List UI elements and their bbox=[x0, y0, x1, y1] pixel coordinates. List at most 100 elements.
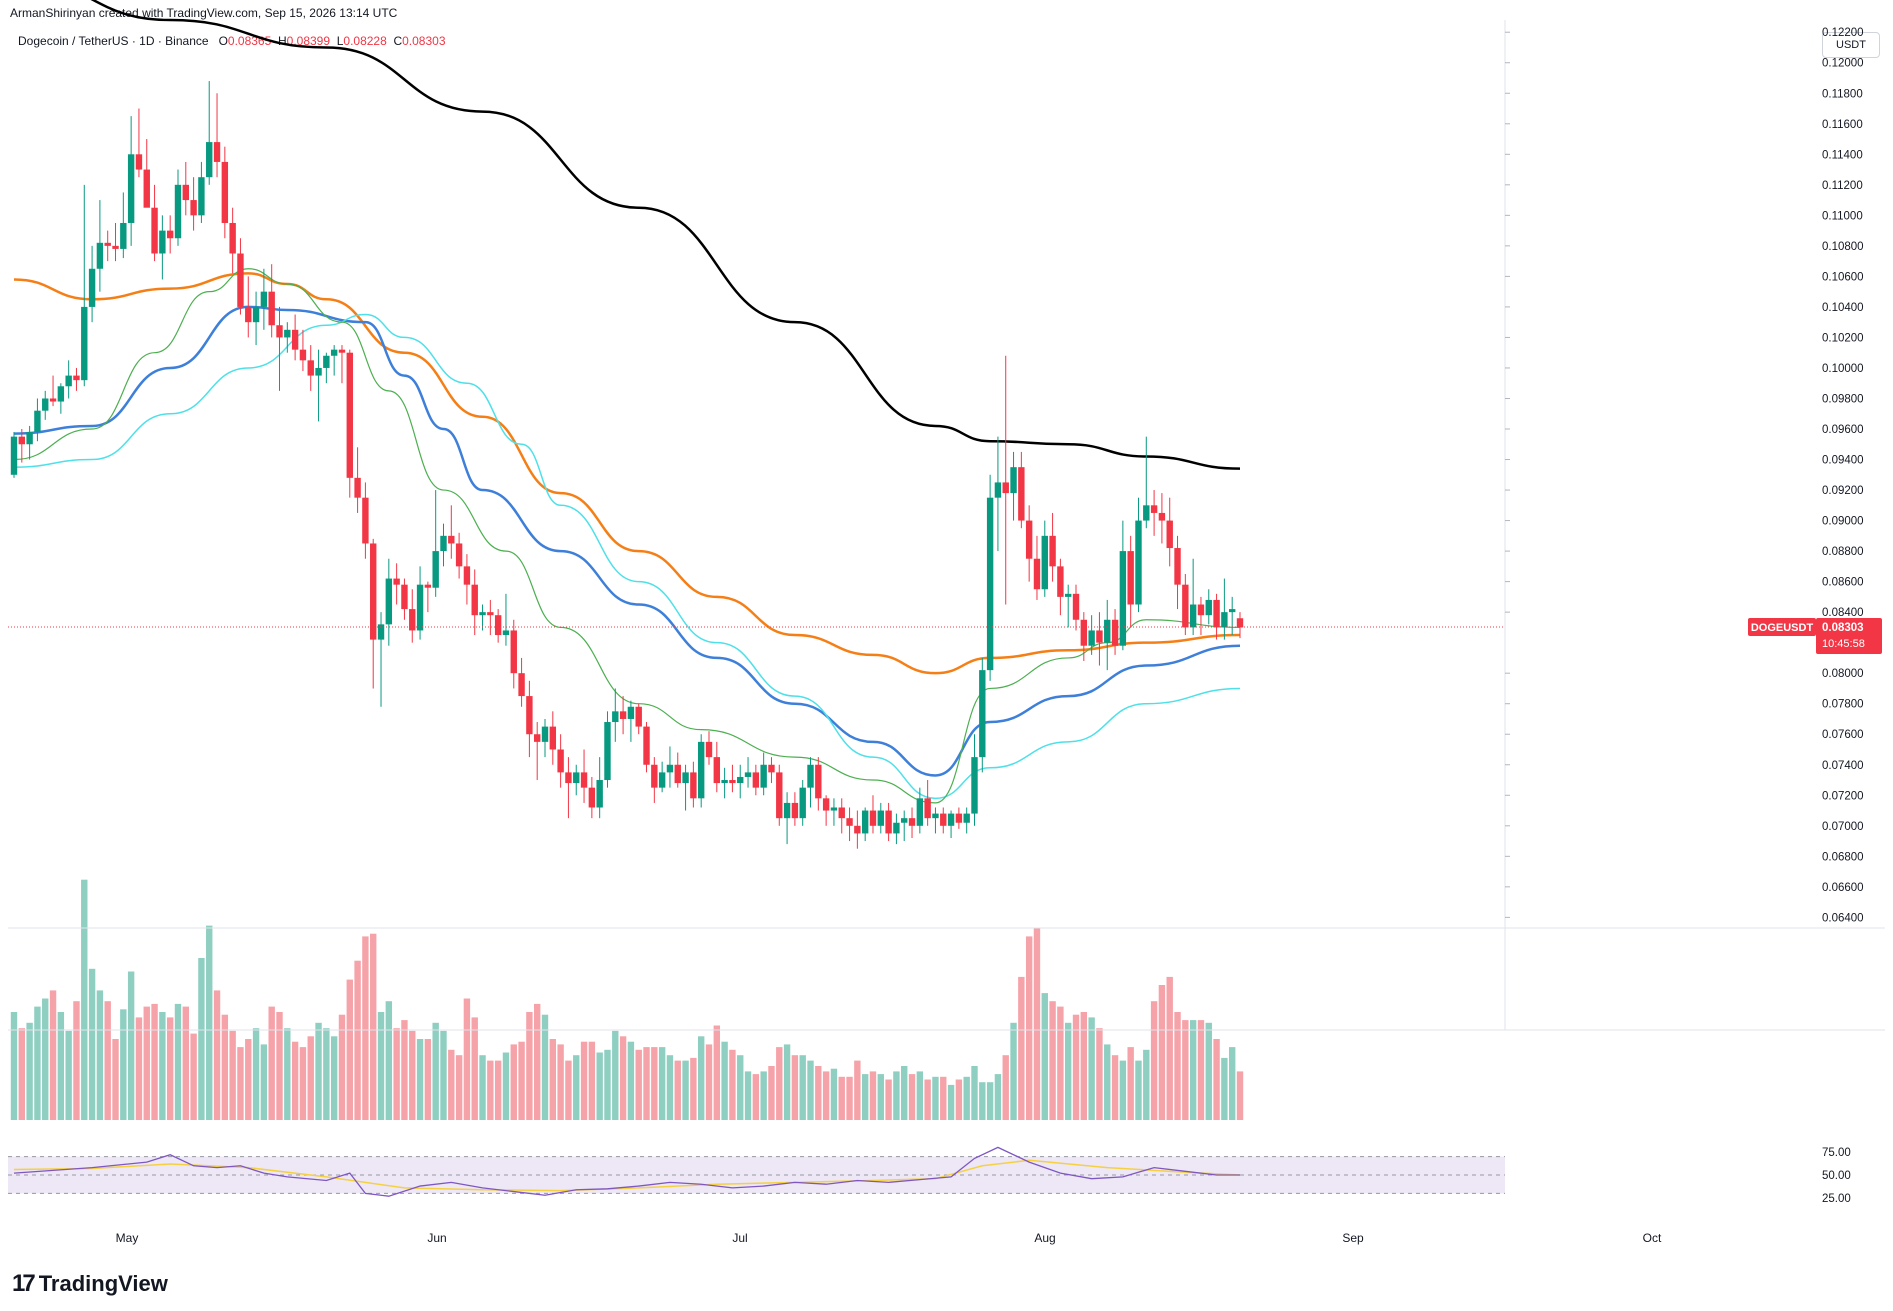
last-price-value: 0.08303 bbox=[1822, 622, 1864, 634]
candle-body bbox=[73, 375, 80, 381]
moving-average-orange bbox=[13, 272, 1241, 675]
candle-body bbox=[549, 726, 557, 750]
volume-bar bbox=[198, 958, 205, 1120]
volume-bar bbox=[409, 1030, 416, 1120]
candle-body bbox=[901, 818, 908, 823]
volume-bar bbox=[432, 1022, 439, 1120]
price-tick-label: 0.10000 bbox=[1822, 363, 1864, 375]
volume-bar bbox=[627, 1041, 635, 1120]
rsi-tick-label: 25.00 bbox=[1822, 1193, 1851, 1205]
volume-bar bbox=[815, 1066, 822, 1120]
volume-bar bbox=[901, 1066, 908, 1120]
price-tick-label: 0.06800 bbox=[1822, 851, 1864, 863]
volume-bar bbox=[1104, 1044, 1111, 1120]
volume-bars bbox=[10, 879, 1244, 1120]
volume-bar bbox=[494, 1060, 502, 1120]
volume-bar bbox=[861, 1074, 869, 1120]
close-label: C bbox=[393, 34, 403, 48]
volume-bar bbox=[916, 1071, 924, 1120]
tradingview-logo[interactable]: 17 TradingView bbox=[12, 1270, 168, 1298]
candle-body bbox=[1221, 612, 1228, 628]
candle-body bbox=[721, 780, 728, 784]
volume-bar bbox=[1166, 976, 1173, 1120]
volume-bar bbox=[276, 1012, 283, 1120]
moving-average-cyan bbox=[13, 313, 1241, 800]
candle-body bbox=[502, 630, 510, 636]
candle-body bbox=[1033, 558, 1041, 590]
volume-bar bbox=[315, 1022, 322, 1120]
candle-body bbox=[338, 349, 346, 353]
volume-bar bbox=[721, 1041, 728, 1120]
candle-body bbox=[635, 706, 642, 727]
volume-bar bbox=[213, 990, 221, 1120]
candle-body bbox=[1041, 535, 1048, 590]
volume-bar bbox=[588, 1041, 596, 1120]
volume-bar bbox=[713, 1025, 721, 1120]
volume-bar bbox=[120, 1009, 127, 1120]
candle-body bbox=[260, 291, 268, 307]
volume-bar bbox=[776, 1047, 783, 1120]
candle-body bbox=[791, 802, 799, 819]
volume-bar bbox=[377, 1012, 385, 1120]
candle-body bbox=[783, 802, 791, 819]
volume-bar bbox=[245, 1039, 252, 1120]
candle-body bbox=[1080, 619, 1088, 646]
candle-body bbox=[18, 436, 26, 445]
volume-bar bbox=[549, 1039, 557, 1120]
volume-bar bbox=[1158, 985, 1166, 1120]
volume-bar bbox=[697, 1036, 705, 1120]
volume-bar bbox=[846, 1076, 853, 1120]
volume-bar bbox=[744, 1071, 752, 1120]
price-tick-label: 0.08400 bbox=[1822, 607, 1864, 619]
candle-body bbox=[1002, 482, 1009, 494]
candle-body bbox=[268, 291, 275, 326]
candle-body bbox=[143, 169, 150, 208]
candle-body bbox=[1236, 618, 1244, 628]
time-tick-label: Jul bbox=[732, 1231, 747, 1245]
price-tick-label: 0.11400 bbox=[1822, 149, 1863, 161]
candle-body bbox=[682, 772, 689, 784]
volume-bar bbox=[190, 1033, 197, 1120]
candle-body bbox=[908, 818, 916, 826]
candle-body bbox=[1205, 599, 1212, 616]
volume-bar bbox=[682, 1060, 689, 1120]
volume-bar bbox=[924, 1079, 931, 1120]
volume-bar bbox=[174, 1003, 182, 1120]
candle-body bbox=[1197, 604, 1205, 616]
candle-body bbox=[276, 325, 283, 338]
volume-bar bbox=[362, 936, 369, 1120]
candle-body bbox=[1150, 505, 1158, 513]
candle-body bbox=[252, 306, 260, 323]
candle-body bbox=[1096, 630, 1103, 643]
price-tick-label: 0.07800 bbox=[1822, 699, 1864, 711]
candle-body bbox=[596, 780, 603, 808]
candle-body bbox=[565, 772, 572, 784]
volume-bar bbox=[932, 1076, 939, 1120]
candle-body bbox=[10, 436, 18, 475]
currency-unit-button[interactable]: USDT bbox=[1822, 32, 1880, 58]
volume-bar bbox=[565, 1060, 572, 1120]
volume-bar bbox=[533, 1003, 541, 1120]
volume-bar bbox=[1143, 1049, 1150, 1120]
volume-bar bbox=[1228, 1047, 1236, 1120]
candle-body bbox=[416, 584, 424, 631]
volume-bar bbox=[1057, 1006, 1064, 1120]
candle-body bbox=[159, 230, 166, 254]
candle-body bbox=[807, 764, 814, 788]
volume-bar bbox=[206, 925, 213, 1120]
volume-bar bbox=[229, 1030, 236, 1120]
candle-body bbox=[940, 813, 947, 826]
candle-body bbox=[612, 711, 619, 723]
volume-bar bbox=[252, 1028, 260, 1120]
candle-body bbox=[221, 161, 229, 223]
volume-bar bbox=[385, 1001, 393, 1120]
volume-bar bbox=[10, 1012, 18, 1120]
ticker-tag bbox=[1748, 617, 1816, 636]
last-price-countdown: 10:45:58 bbox=[1822, 638, 1865, 650]
candle-body bbox=[65, 375, 72, 387]
candle-body bbox=[190, 200, 197, 216]
volume-bar bbox=[838, 1076, 845, 1120]
volume-bar bbox=[635, 1049, 642, 1120]
rsi-line bbox=[13, 1146, 1240, 1197]
